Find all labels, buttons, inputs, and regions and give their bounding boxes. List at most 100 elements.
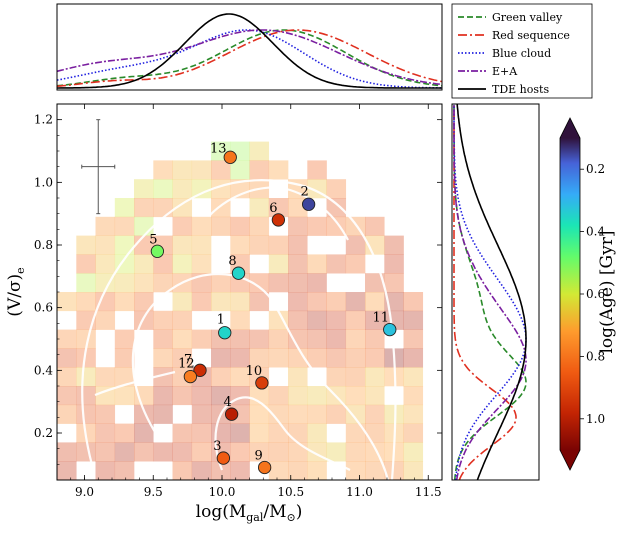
heatmap-cell bbox=[307, 348, 327, 368]
heatmap-cell bbox=[288, 329, 308, 349]
heatmap-cell bbox=[114, 273, 135, 293]
point-marker-10 bbox=[255, 376, 269, 390]
right-curve-green-valley bbox=[453, 104, 527, 480]
heatmap-cell bbox=[307, 273, 327, 293]
heatmap-cell bbox=[172, 423, 193, 443]
heatmap-cell bbox=[114, 254, 135, 274]
heatmap-cell bbox=[384, 273, 404, 293]
heatmap-cell bbox=[153, 273, 173, 293]
heatmap-cell bbox=[172, 216, 193, 236]
top-marginal-curves bbox=[57, 13, 442, 89]
heatmap-cell bbox=[57, 386, 77, 406]
heatmap-cell bbox=[345, 423, 366, 443]
heatmap-cell bbox=[172, 254, 193, 274]
point-label-8: 8 bbox=[228, 254, 236, 269]
heatmap-cell bbox=[95, 442, 116, 462]
heatmap-cell bbox=[76, 292, 96, 312]
heatmap-cell bbox=[365, 216, 385, 236]
x-tick-label: 10.5 bbox=[277, 485, 304, 499]
heatmap-cell bbox=[365, 329, 385, 349]
heatmap-cell bbox=[326, 198, 347, 218]
heatmap-cell bbox=[191, 442, 212, 462]
heatmap-cell bbox=[230, 235, 250, 255]
point-label-7: 7 bbox=[184, 352, 192, 367]
heatmap-cell bbox=[249, 216, 270, 236]
right-curve-e-a bbox=[453, 104, 527, 480]
top-panel-frame bbox=[56, 3, 443, 91]
heatmap-cell bbox=[114, 216, 135, 236]
colorbar-tick-label: 1.0 bbox=[586, 412, 605, 426]
heatmap-cell bbox=[191, 179, 212, 199]
heatmap-cell bbox=[403, 423, 424, 443]
y-tick-label: 1.2 bbox=[34, 113, 53, 127]
point-marker-6 bbox=[271, 213, 286, 227]
heatmap-cell bbox=[211, 367, 231, 387]
heatmap-cell bbox=[76, 254, 96, 274]
x-tick-label: 9.0 bbox=[75, 485, 94, 499]
heatmap-cell bbox=[230, 292, 250, 312]
point-marker-7 bbox=[193, 363, 207, 377]
heatmap-cell bbox=[288, 292, 308, 312]
heatmap-cell bbox=[268, 160, 289, 180]
heatmap-cell bbox=[288, 367, 308, 387]
heatmap-cell bbox=[114, 292, 135, 312]
heatmap-cell bbox=[95, 367, 116, 387]
heatmap-cell bbox=[211, 216, 231, 236]
heatmap-cell bbox=[249, 442, 270, 462]
heatmap-cell bbox=[403, 348, 424, 368]
heatmap-cell bbox=[191, 461, 212, 480]
heatmap-cell bbox=[191, 329, 212, 349]
heatmap-cell bbox=[365, 423, 385, 443]
heatmap-cell bbox=[249, 292, 270, 312]
heatmap-cell bbox=[403, 404, 424, 424]
heatmap-cell bbox=[211, 461, 231, 480]
point-marker-4 bbox=[224, 407, 239, 421]
x-tick-label: 9.5 bbox=[144, 485, 163, 499]
heatmap-cell bbox=[384, 254, 404, 274]
heatmap-cell bbox=[153, 254, 173, 274]
heatmap-cell bbox=[134, 292, 154, 312]
heatmap-cell bbox=[249, 160, 270, 180]
heatmap-cell bbox=[307, 310, 327, 330]
heatmap-cell bbox=[191, 216, 212, 236]
point-marker-13 bbox=[223, 150, 237, 164]
heatmap-cell bbox=[153, 367, 173, 387]
heatmap-cell bbox=[134, 273, 154, 293]
heatmap-cell bbox=[134, 310, 154, 330]
heatmap-cell bbox=[288, 273, 308, 293]
heatmap-cell bbox=[307, 404, 327, 424]
heatmap-cell bbox=[153, 198, 173, 218]
heatmap-cell bbox=[191, 254, 212, 274]
heatmap-cell bbox=[95, 235, 116, 255]
heatmap-cell bbox=[268, 310, 289, 330]
heatmap-cell bbox=[268, 198, 289, 218]
heatmap-cell bbox=[268, 442, 289, 462]
heatmap-cell bbox=[288, 216, 308, 236]
heatmap-cell bbox=[268, 348, 289, 368]
x-tick-label: 11.0 bbox=[346, 485, 373, 499]
heatmap-cell bbox=[172, 292, 193, 312]
heatmap-cell bbox=[365, 442, 385, 462]
heatmap-cell bbox=[57, 461, 77, 480]
heatmap-cell bbox=[288, 310, 308, 330]
colorbar-top-extend bbox=[560, 118, 580, 138]
colorbar-tick-label: 0.8 bbox=[586, 349, 605, 363]
heatmap-cell bbox=[230, 216, 250, 236]
heatmap-cell bbox=[76, 329, 96, 349]
heatmap-cell bbox=[172, 160, 193, 180]
heatmap-cell bbox=[288, 404, 308, 424]
heatmap-cell bbox=[345, 461, 366, 480]
point-marker-11 bbox=[383, 322, 397, 337]
heatmap-cell bbox=[172, 329, 193, 349]
main-axis-ticks: 9.0 9.5 10.0 10.5 11.0 11.5 0.2 0.4 0.6 0.8 1.0 1.2 bbox=[34, 104, 443, 499]
heatmap-cell bbox=[345, 329, 366, 349]
heatmap-cell bbox=[76, 367, 96, 387]
heatmap-cell bbox=[307, 461, 327, 480]
heatmap-cell bbox=[345, 348, 366, 368]
point-label-11: 11 bbox=[372, 311, 389, 326]
heatmap-cell bbox=[76, 273, 96, 293]
heatmap-cell bbox=[114, 367, 135, 387]
heatmap-cell bbox=[114, 235, 135, 255]
point-marker-8 bbox=[231, 266, 246, 280]
